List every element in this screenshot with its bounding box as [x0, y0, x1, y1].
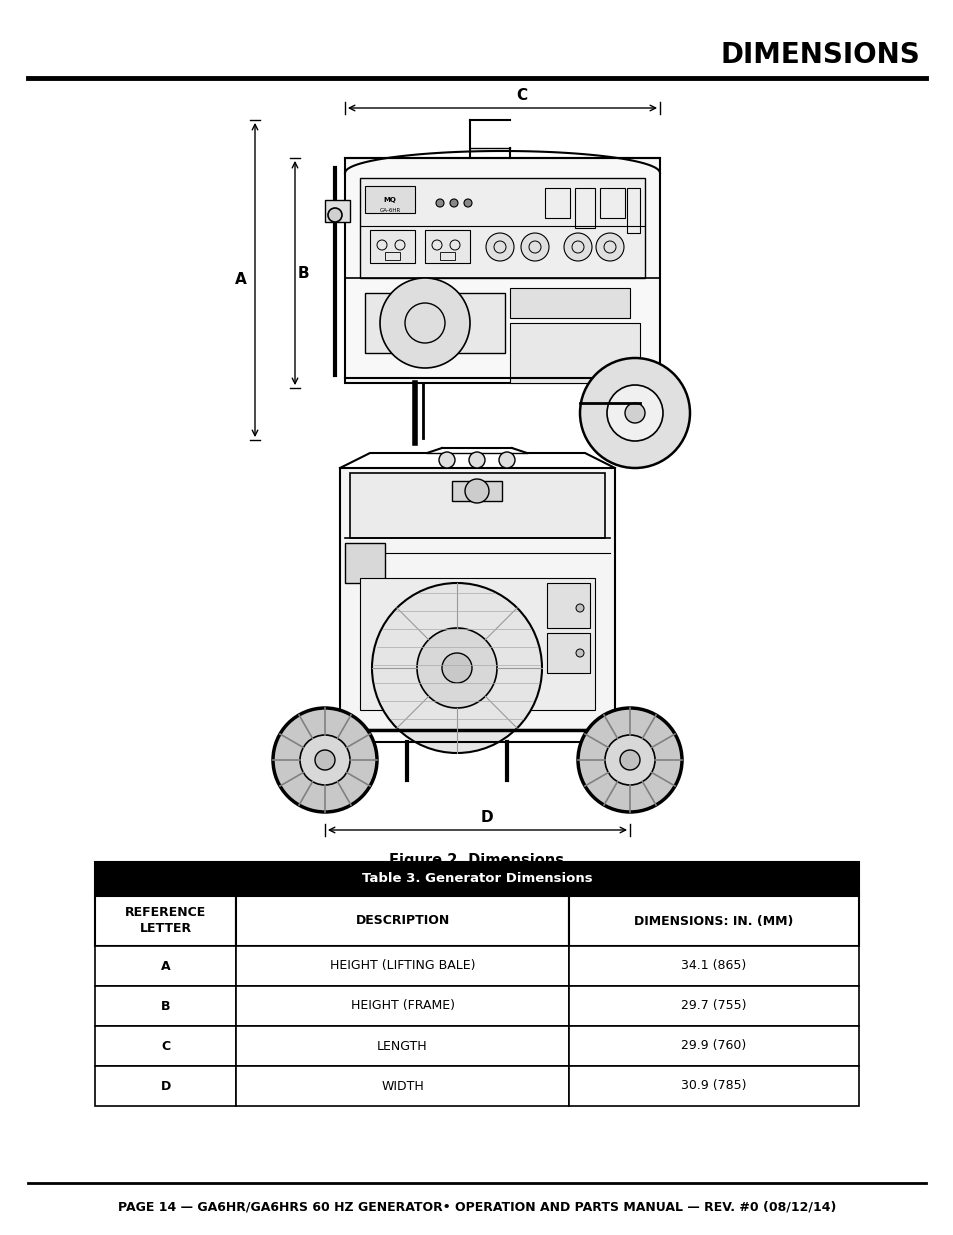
Bar	[544, 188, 569, 219]
Bar	[439, 252, 455, 261]
Text: DIMENSIONS: IN. (MM): DIMENSIONS: IN. (MM)	[634, 914, 793, 927]
Bar	[236, 897, 568, 946]
Circle shape	[624, 403, 644, 424]
Text: GA-6HR: GA-6HR	[379, 207, 400, 212]
Text: Table 3. Generator Dimensions: Table 3. Generator Dimensions	[361, 872, 592, 885]
Text: 29.7 (755): 29.7 (755)	[680, 999, 746, 1013]
Bar	[345, 158, 659, 383]
Text: PAGE 14 — GA6HR/GA6HRS 60 HZ GENERATOR• OPERATION AND PARTS MANUAL — REV. #0 (08: PAGE 14 — GA6HR/GA6HRS 60 HZ GENERATOR• …	[117, 1200, 836, 1214]
Circle shape	[576, 604, 583, 613]
Bar	[236, 946, 568, 986]
Bar	[599, 188, 624, 219]
Text: REFERENCE
LETTER: REFERENCE LETTER	[125, 906, 206, 935]
Circle shape	[578, 708, 681, 811]
Text: DESCRIPTION: DESCRIPTION	[355, 914, 449, 927]
Bar	[359, 178, 644, 278]
Text: D: D	[480, 810, 493, 825]
Text: WIDTH: WIDTH	[381, 1079, 423, 1093]
Bar	[95, 862, 858, 897]
Bar	[236, 1026, 568, 1066]
Bar	[510, 324, 639, 383]
Text: C: C	[161, 1040, 170, 1052]
Bar	[95, 1026, 236, 1066]
Text: A: A	[161, 960, 171, 972]
Circle shape	[596, 233, 623, 261]
Circle shape	[606, 385, 662, 441]
Bar	[236, 1066, 568, 1107]
Bar	[424, 230, 470, 263]
Bar	[236, 986, 568, 1026]
Bar	[568, 1026, 858, 1066]
Bar	[325, 200, 350, 222]
Circle shape	[604, 735, 655, 785]
Circle shape	[520, 233, 548, 261]
Circle shape	[619, 750, 639, 769]
Circle shape	[436, 199, 443, 207]
Circle shape	[299, 735, 350, 785]
Bar	[350, 473, 604, 538]
Bar	[568, 1066, 858, 1107]
Bar	[568, 986, 858, 1026]
Circle shape	[450, 199, 457, 207]
Bar	[365, 293, 504, 353]
Bar	[568, 946, 858, 986]
Bar	[365, 186, 415, 212]
Text: D: D	[160, 1079, 171, 1093]
Circle shape	[463, 199, 472, 207]
Bar	[339, 468, 615, 730]
Circle shape	[579, 358, 689, 468]
Text: HEIGHT (FRAME): HEIGHT (FRAME)	[350, 999, 454, 1013]
Bar	[546, 583, 589, 629]
Circle shape	[314, 750, 335, 769]
Text: Figure 2. Dimensions: Figure 2. Dimensions	[389, 852, 564, 867]
Bar	[95, 946, 236, 986]
Text: MQ: MQ	[383, 198, 396, 203]
Bar	[359, 578, 595, 710]
Bar	[345, 543, 385, 583]
Circle shape	[379, 278, 470, 368]
Bar	[95, 986, 236, 1026]
Bar	[452, 480, 501, 501]
Bar	[95, 1066, 236, 1107]
Bar	[95, 897, 236, 946]
Bar	[546, 634, 589, 673]
Text: B: B	[297, 266, 309, 280]
Bar	[385, 252, 399, 261]
Circle shape	[563, 233, 592, 261]
Circle shape	[469, 452, 484, 468]
Text: A: A	[234, 273, 247, 288]
Circle shape	[273, 708, 376, 811]
Text: B: B	[161, 999, 171, 1013]
Circle shape	[328, 207, 341, 222]
Circle shape	[441, 653, 472, 683]
Text: 30.9 (785): 30.9 (785)	[680, 1079, 746, 1093]
Bar	[575, 188, 595, 228]
Text: 34.1 (865): 34.1 (865)	[680, 960, 745, 972]
Text: 29.9 (760): 29.9 (760)	[680, 1040, 745, 1052]
Circle shape	[438, 452, 455, 468]
Circle shape	[464, 479, 489, 503]
Circle shape	[372, 583, 541, 753]
Bar	[510, 288, 629, 317]
Bar	[626, 188, 639, 233]
Circle shape	[576, 650, 583, 657]
Text: C: C	[516, 89, 527, 104]
Circle shape	[416, 629, 497, 708]
Circle shape	[498, 452, 515, 468]
Circle shape	[485, 233, 514, 261]
Bar	[568, 897, 858, 946]
Text: DIMENSIONS: DIMENSIONS	[720, 41, 919, 69]
Bar	[370, 230, 415, 263]
Text: LENGTH: LENGTH	[376, 1040, 427, 1052]
Text: HEIGHT (LIFTING BALE): HEIGHT (LIFTING BALE)	[330, 960, 475, 972]
